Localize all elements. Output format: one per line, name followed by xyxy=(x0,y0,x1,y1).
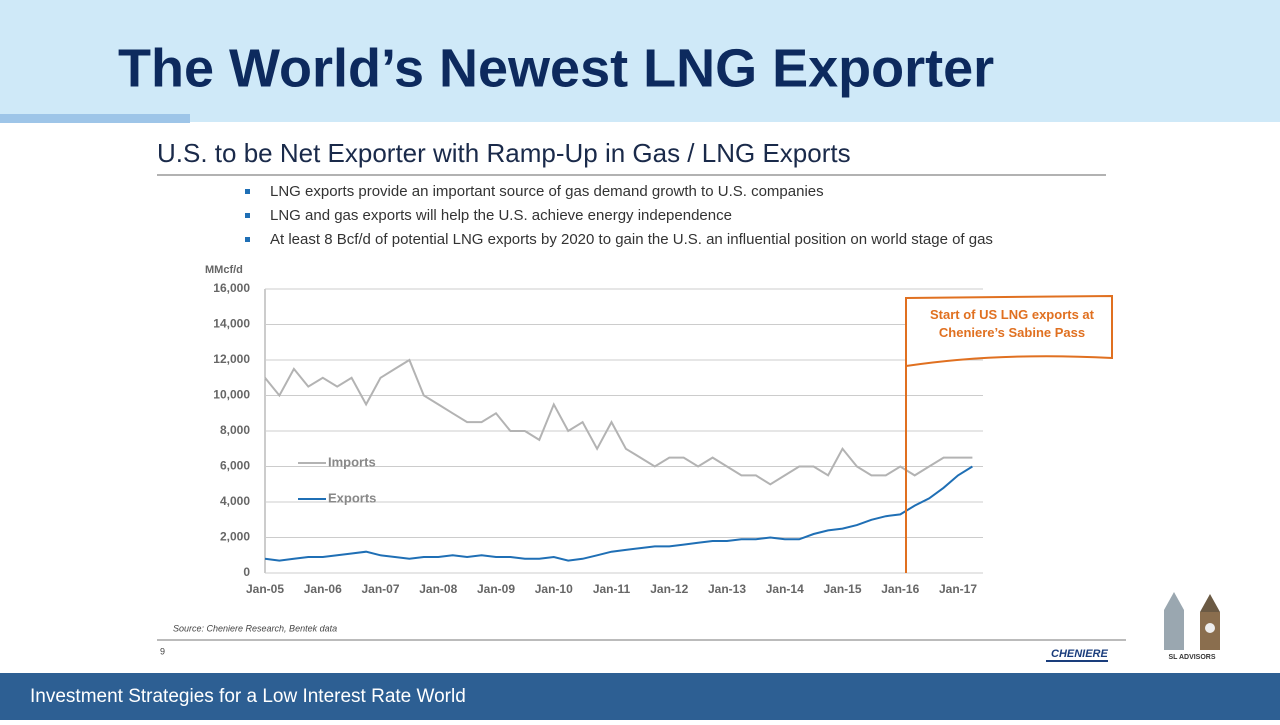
header-accent xyxy=(0,114,190,123)
bullet-text: LNG and gas exports will help the U.S. a… xyxy=(270,207,732,224)
y-tick-label: 8,000 xyxy=(220,423,250,437)
x-tick-label: Jan-11 xyxy=(593,582,631,596)
x-tick-label: Jan-15 xyxy=(823,582,861,596)
series-line xyxy=(264,465,973,562)
brand: SL ADVISORS xyxy=(1168,654,1215,661)
x-tick-label: Jan-05 xyxy=(246,582,284,596)
x-tick-label: Jan-10 xyxy=(535,582,573,596)
slide-title: The World’s Newest LNG Exporter xyxy=(118,38,994,98)
x-tick-label: Jan-14 xyxy=(766,582,804,596)
bullet-list: LNG exports provide an important source … xyxy=(245,183,993,248)
annotation-flag xyxy=(905,294,1113,368)
y-tick-label: 2,000 xyxy=(220,530,250,544)
y-tick-label: 16,000 xyxy=(213,281,250,295)
bullet-text: At least 8 Bcf/d of potential LNG export… xyxy=(270,231,993,248)
y-tick-label: 6,000 xyxy=(220,459,250,473)
plot: 0 2,000 4,000 6,000 8,000 10,000 12,000 14,000 1… xyxy=(213,281,983,596)
logo: CHENIERE xyxy=(1051,648,1109,660)
bullet-marker xyxy=(245,189,250,194)
x-tick-label: Jan-07 xyxy=(361,582,399,596)
x-tick-label: Jan-06 xyxy=(304,582,342,596)
x-tick-label: Jan-12 xyxy=(650,582,688,596)
y-axis-label: MMcf/d xyxy=(205,264,243,276)
x-tick-label: Jan-09 xyxy=(477,582,515,596)
header-band xyxy=(0,0,1280,122)
legend-label: Exports xyxy=(328,490,376,505)
footer-text: Investment Strategies for a Low Interest… xyxy=(30,686,466,707)
y-tick-label: 12,000 xyxy=(213,352,250,366)
bullet-text: LNG exports provide an important source … xyxy=(270,183,824,200)
x-tick-label: Jan-08 xyxy=(419,582,457,596)
annotation-box: Start of US LNG exports at Cheniere’s Sa… xyxy=(930,307,1094,340)
legend-label: Imports xyxy=(328,454,376,469)
y-tick-label: 14,000 xyxy=(213,317,250,331)
bullet-marker xyxy=(245,237,250,242)
x-tick-label: Jan-13 xyxy=(708,582,746,596)
page-number: 9 xyxy=(160,646,165,656)
y-tick-label: 10,000 xyxy=(213,388,250,402)
x-tick-label: Jan-16 xyxy=(881,582,919,596)
subtitle: U.S. to be Net Exporter with Ramp-Up in … xyxy=(157,138,851,168)
source: Source: Cheniere Research, Bentek data xyxy=(173,623,337,633)
y-tick-label: 4,000 xyxy=(220,494,250,508)
footer-band xyxy=(0,673,1280,720)
brand-icon xyxy=(1164,592,1220,650)
bullet-marker xyxy=(245,213,250,218)
x-tick-label: Jan-17 xyxy=(939,582,977,596)
annotation: Start of US LNG exports at Cheniere’s Sa… xyxy=(930,307,1094,340)
series-line xyxy=(264,358,973,486)
y-tick-label: 0 xyxy=(243,565,250,579)
